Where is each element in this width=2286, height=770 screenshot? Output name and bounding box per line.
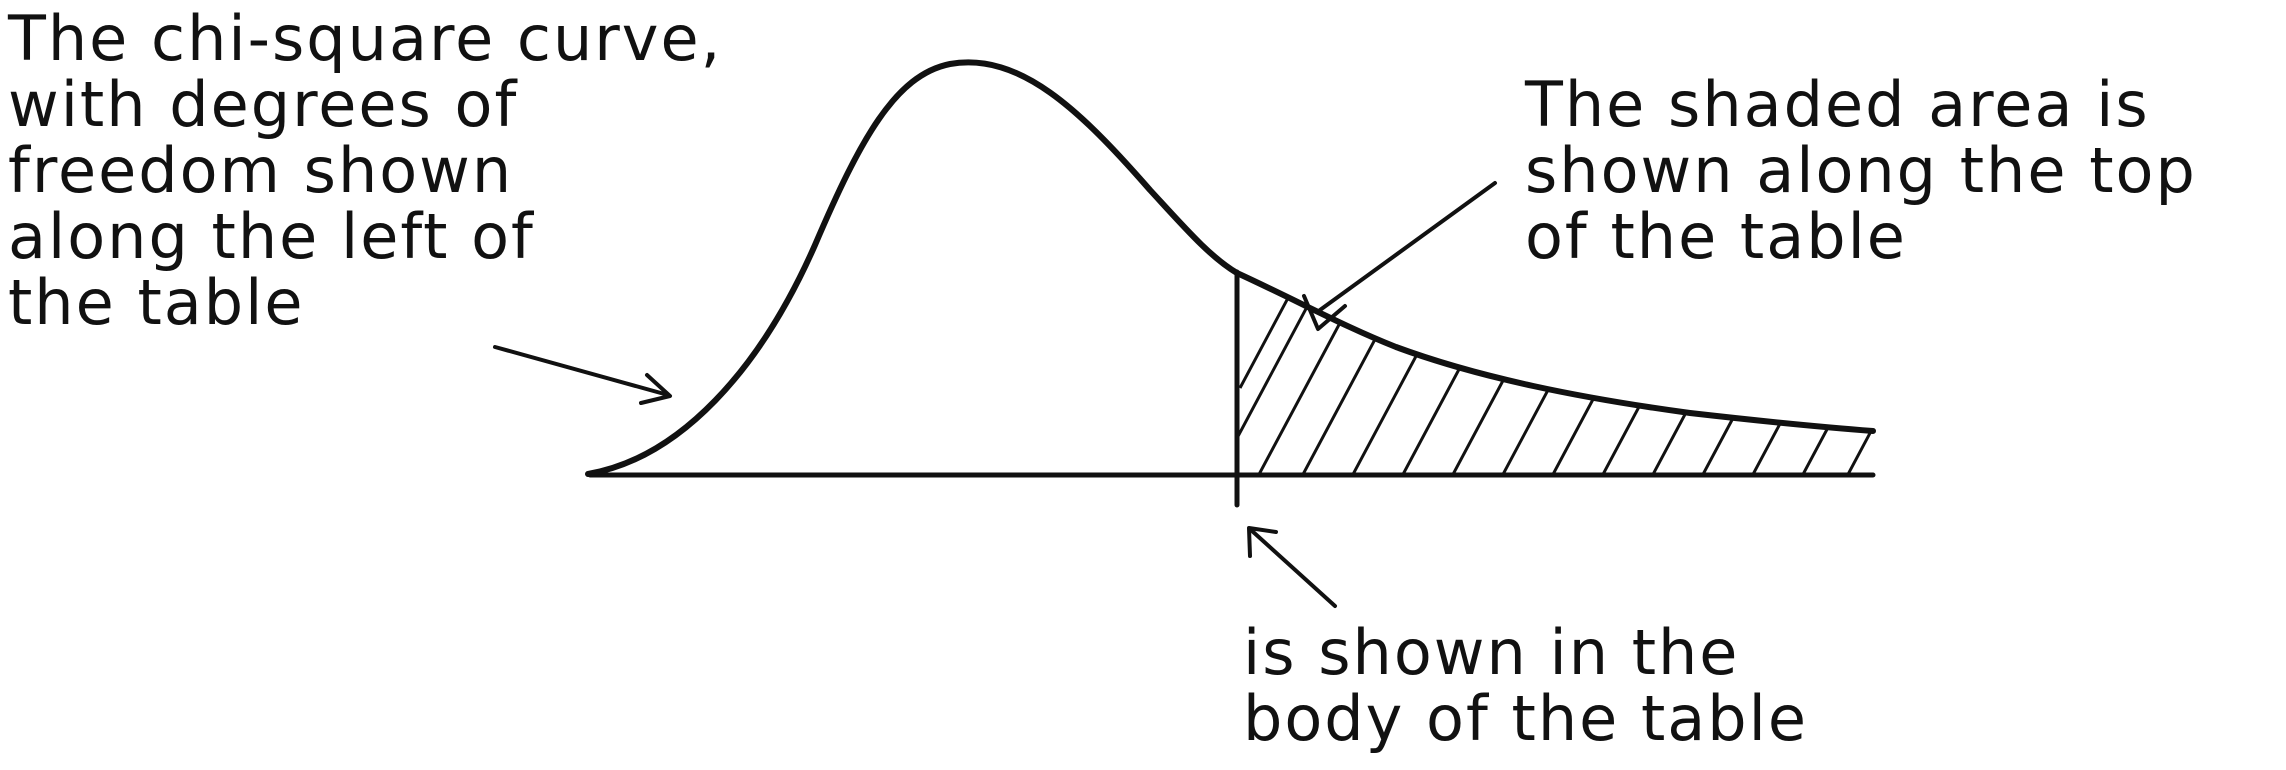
critical-value-annotation: is shown in the body of the table (1243, 616, 1808, 755)
curve-annotation: The chi-square curve, with degrees of fr… (8, 2, 723, 339)
critical-value-arrow (1247, 526, 1337, 608)
shaded-area-arrow (1302, 181, 1497, 331)
shaded-tail-area (1237, 273, 1873, 475)
chi-square-curve (585, 59, 1876, 477)
curve-arrow (493, 345, 672, 405)
shaded-area-annotation: The shaded area is shown along the top o… (1525, 68, 2197, 273)
